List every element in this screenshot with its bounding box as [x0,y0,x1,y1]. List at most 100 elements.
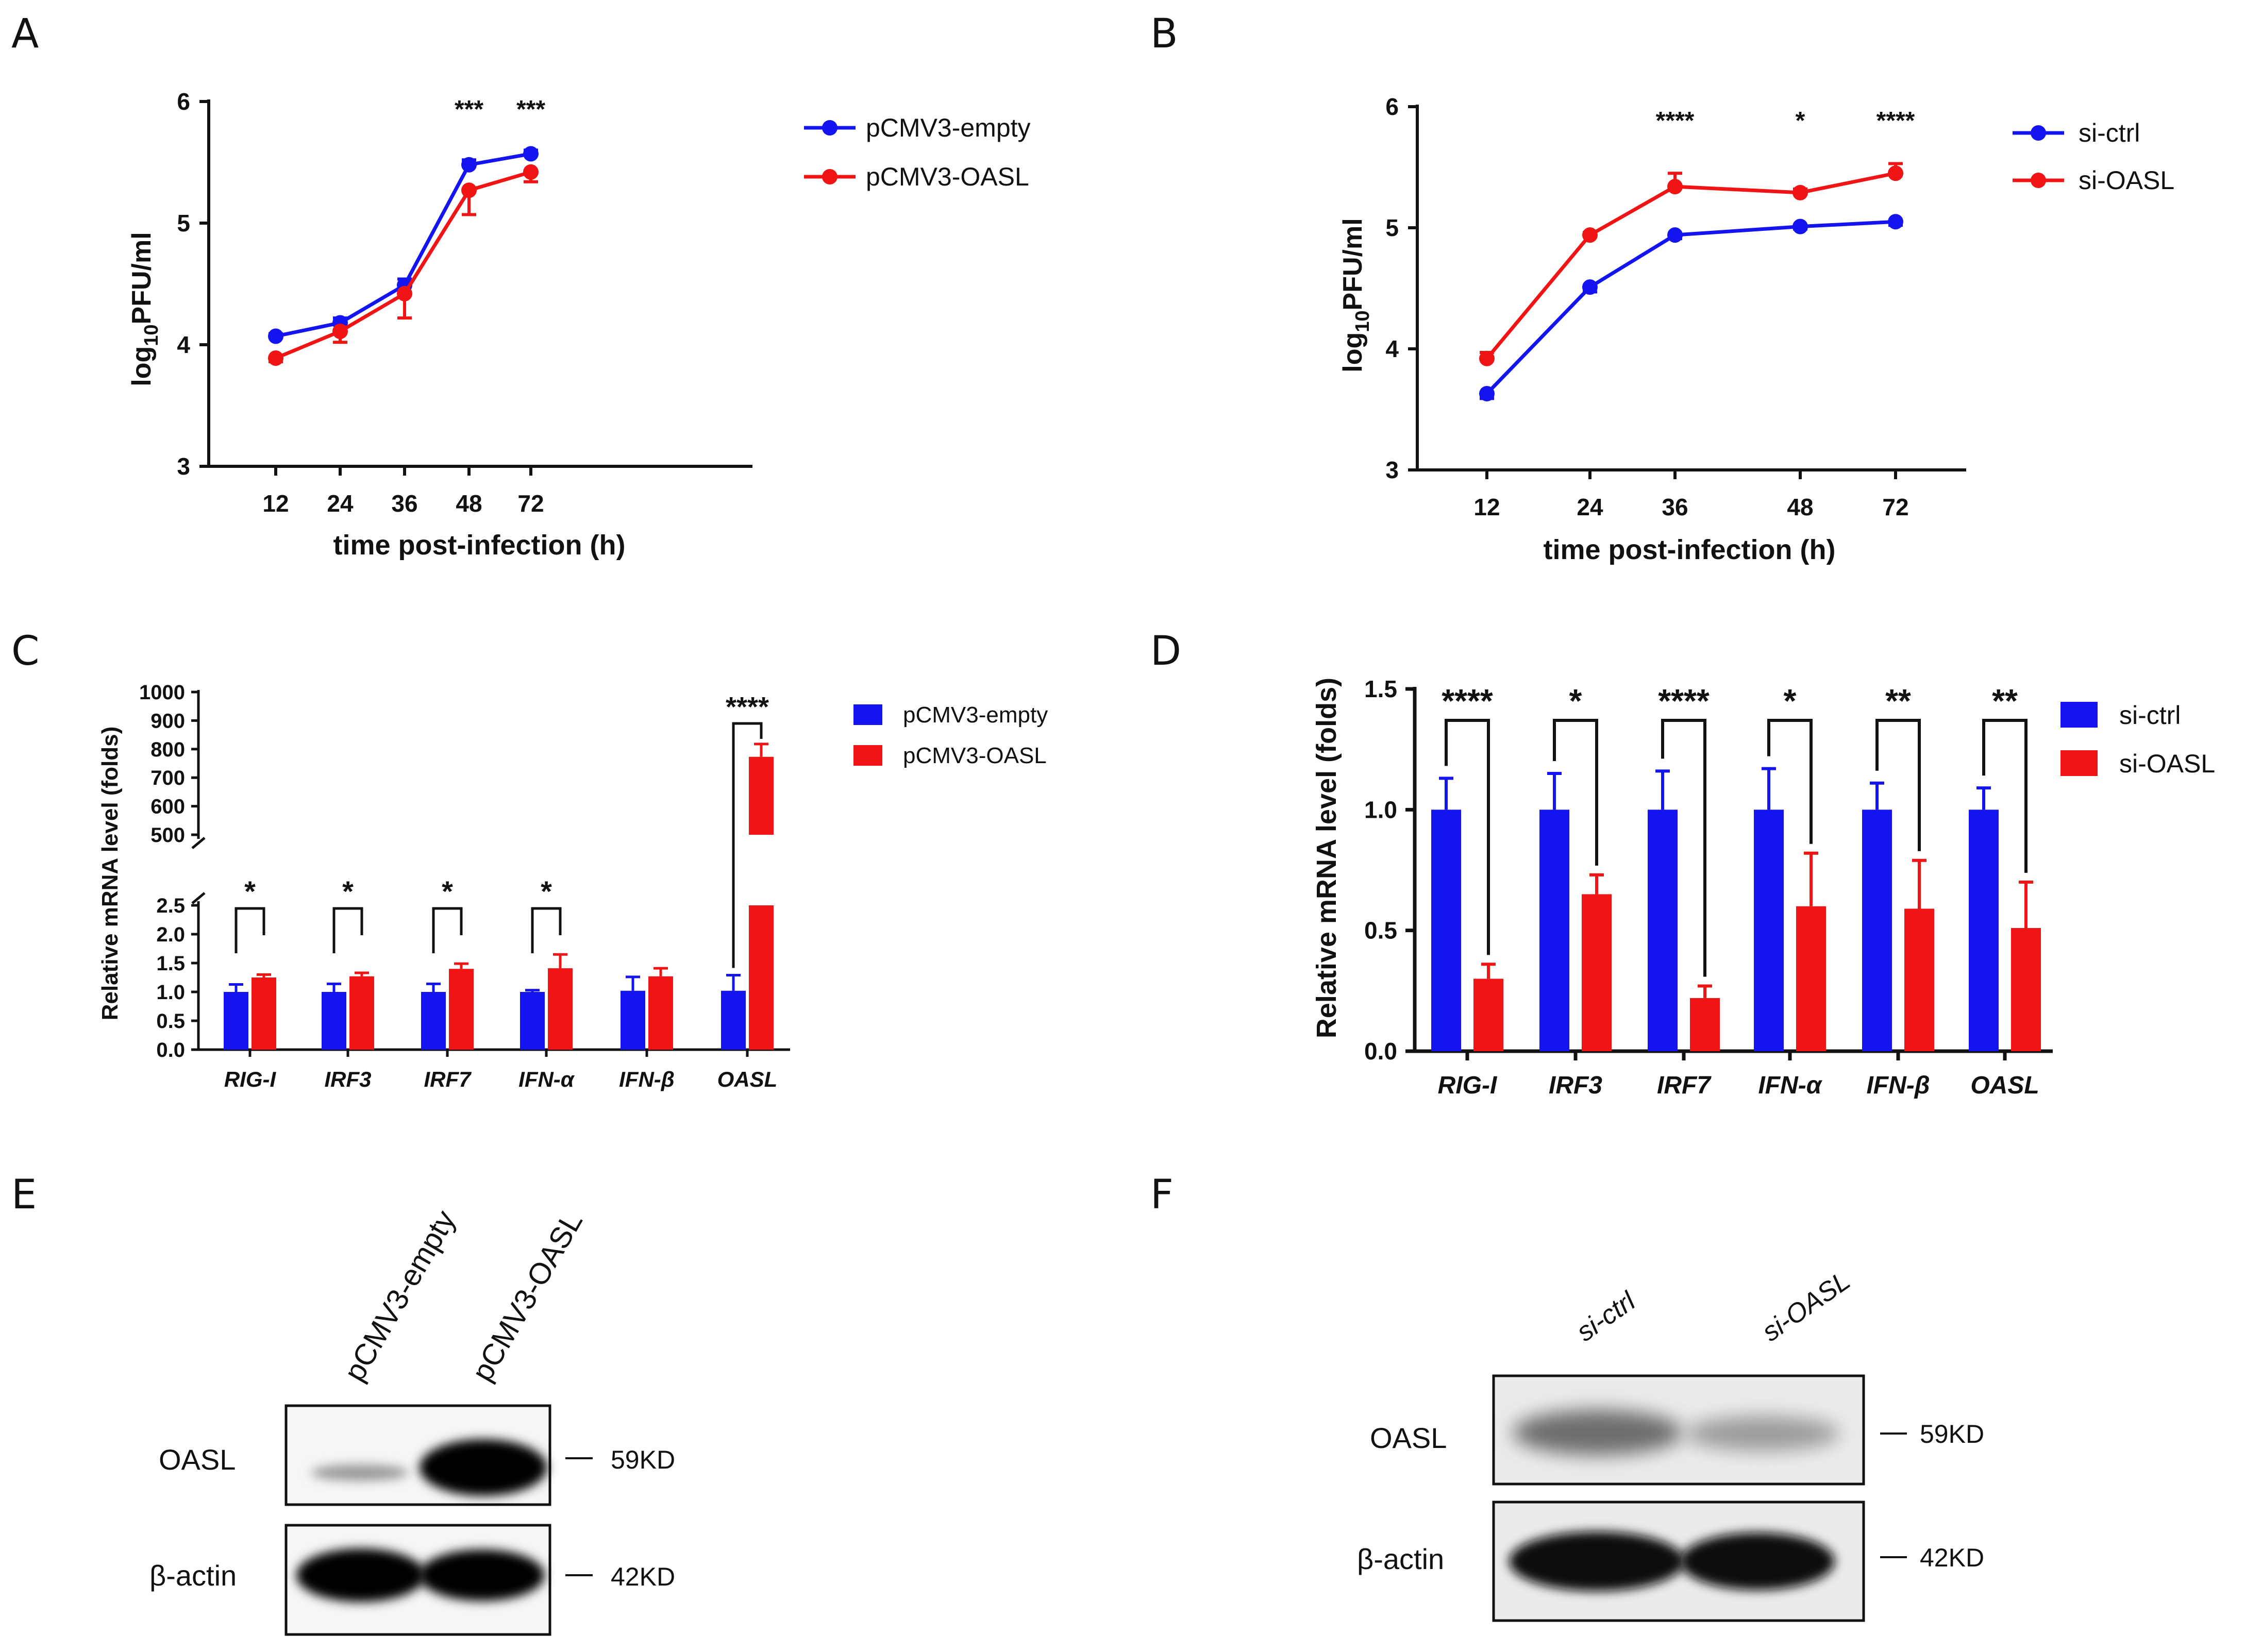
y-tick-label: 4 [177,331,190,358]
chart-d-marks: **** * **** * ** ** [1431,682,2041,1051]
bar-si-oasl [1582,894,1612,1051]
y-tick-label: 900 [150,710,185,732]
bar-pcmv3-oasl [548,968,573,1050]
x-tick-label: 24 [327,490,354,517]
significance-label: **** [1877,107,1915,134]
significance-label: * [1784,682,1797,719]
significance-label: *** [455,96,483,123]
legend-swatch-pcmv3-oasl [853,745,882,766]
bar-si-ctrl [1431,810,1461,1051]
data-point-pcmv3-empty [461,157,477,173]
blot-f-row-label-oasl: OASL [1370,1422,1447,1454]
blot-f-lane-label-1: si-ctrl [1571,1286,1641,1347]
bar-si-oasl [1796,906,1826,1051]
x-tick-label: 72 [1882,494,1908,520]
blot-f-oasl-band-lane1 [1513,1410,1683,1455]
significance-label: **** [1658,682,1710,719]
panel-letter-f: F [1150,1172,1174,1218]
bar-si-oasl [1904,908,1934,1051]
x-tick-label: RIG-I [224,1067,277,1091]
bar-si-oasl [1473,979,1503,1051]
bar-pcmv3-oasl [349,976,374,1050]
legend-label-c-pcmv3-empty: pCMV3-empty [903,702,1048,728]
chart-a-x-axis-label: time post-infection (h) [333,530,626,561]
bar-pcmv3-empty [621,990,645,1050]
y-tick-label: 0.0 [156,1039,185,1061]
x-tick-label: IFN-β [619,1067,675,1091]
blot-e-lane-label-1: pCMV3-empty [338,1205,462,1387]
data-point-si-oasl [1792,184,1808,200]
x-tick-label: 36 [391,490,417,517]
x-tick-label: 12 [262,490,289,517]
x-tick-label: IFN-α [518,1067,575,1091]
significance-bracket [1553,719,1598,866]
bar-si-ctrl [1648,810,1678,1051]
significance-label: **** [1656,107,1695,134]
blot-f-oasl-band-lane2 [1685,1416,1840,1451]
data-point-si-oasl [1667,179,1683,195]
y-tick-label: 600 [150,796,185,818]
chart-b-marks: **** * **** [1479,107,1915,401]
x-tick-label: OASL [717,1067,778,1091]
data-point-pcmv3-empty [523,146,539,162]
data-point-si-ctrl [1582,279,1598,295]
significance-label: * [442,875,453,907]
series-line-si-ctrl [1485,220,1896,395]
significance-label: ** [1992,682,2018,719]
axis-break-mark [191,837,206,849]
y-tick-label: 0.5 [156,1010,185,1033]
blot-f-marker-59kd: 59KD [1920,1420,1984,1448]
data-point-si-oasl [1479,350,1495,366]
chart-b-x-axis-label: time post-infection (h) [1544,534,1836,565]
legend-label-si-oasl: si-OASL [2079,166,2174,195]
significance-label: **** [726,692,769,722]
data-point-pcmv3-oasl [332,324,348,340]
bar-si-oasl [1690,998,1720,1051]
y-tick-label: 5 [1385,214,1399,241]
chart-b-legend: si-ctrl si-OASL [2013,119,2174,195]
legend-label-pcmv3-empty: pCMV3-empty [866,113,1031,142]
bar-si-ctrl [1862,810,1892,1051]
data-point-pcmv3-oasl [523,164,539,180]
significance-bracket [432,907,463,953]
bar-si-oasl [2011,928,2041,1051]
x-tick-label: 72 [517,490,544,517]
bar-pcmv3-empty [224,992,248,1050]
significance-bracket [1445,719,1490,955]
data-point-pcmv3-oasl [268,350,283,366]
bar-pcmv3-empty [322,992,346,1050]
y-tick-label: 6 [177,88,190,115]
significance-bracket [1982,719,2028,873]
y-tick-label: 1000 [139,681,185,704]
x-tick-label: IRF3 [1549,1072,1602,1099]
blot-e-oasl-band-lane2 [420,1439,547,1496]
chart-c-marks: * * * ***** [224,692,774,1050]
chart-a-axes: 3 4 5 6 12 24 36 48 72 [177,88,752,517]
y-tick-label: 0.0 [1364,1038,1397,1065]
blot-e-actin-band-lane2 [419,1549,545,1601]
data-point-pcmv3-empty [268,328,283,344]
significance-bracket [531,907,562,953]
panel-letter-e: E [11,1172,37,1218]
legend-swatch-pcmv3-empty [853,704,882,725]
legend-label-d-si-oasl: si-OASL [2119,749,2215,778]
x-tick-label: 12 [1473,494,1500,520]
data-point-si-oasl [1888,165,1903,181]
blot-f-actin-band-lane1 [1509,1531,1684,1591]
x-tick-label: OASL [1970,1072,2039,1099]
blot-f-actin-band-lane2 [1680,1532,1835,1590]
bar-si-ctrl [1539,810,1569,1051]
blot-f-lane-label-2: si-OASL [1757,1266,1856,1347]
panel-letter-c: C [11,628,39,675]
chart-a-marks: *** *** [268,96,545,366]
blot-f-marker-42kd: 42KD [1920,1543,1984,1572]
blot-e-row-label-oasl: OASL [159,1443,236,1476]
significance-bracket [1875,719,1921,851]
blot-f-row-label-actin: β-actin [1357,1543,1444,1575]
chart-c-y-axis-label: Relative mRNA level (folds) [97,727,123,1021]
x-tick-label: IRF7 [1657,1072,1712,1099]
blot-e-row-label-actin: β-actin [149,1559,237,1592]
